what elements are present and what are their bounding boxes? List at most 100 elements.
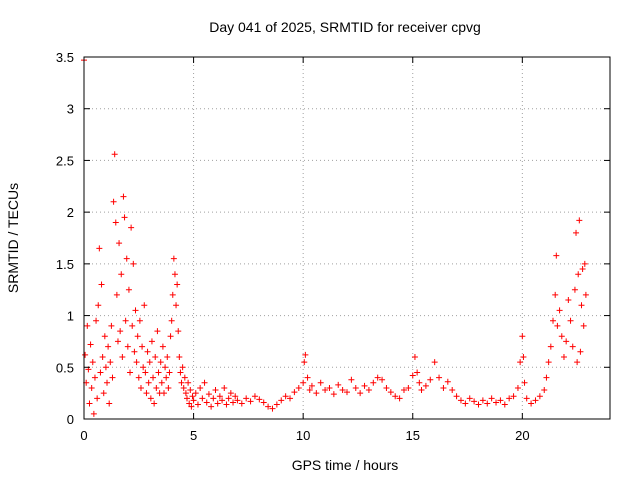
- data-point: [475, 401, 482, 408]
- data-point: [506, 395, 513, 402]
- data-point: [137, 384, 144, 391]
- data-point: [188, 403, 195, 410]
- data-point: [396, 395, 403, 402]
- data-point: [194, 401, 201, 408]
- data-point: [184, 395, 191, 402]
- data-point: [453, 393, 460, 400]
- data-point: [145, 379, 152, 386]
- x-tick-label: 15: [406, 428, 420, 443]
- data-point: [282, 393, 289, 400]
- data-point: [88, 384, 95, 391]
- data-point: [205, 391, 212, 398]
- data-point: [108, 322, 115, 329]
- data-point: [479, 397, 486, 404]
- data-point: [306, 387, 313, 394]
- data-point: [144, 348, 151, 355]
- y-tick-label: 3: [67, 102, 74, 117]
- data-point: [304, 374, 311, 381]
- data-point: [361, 382, 368, 389]
- y-tick-label: 0: [67, 412, 74, 427]
- data-point: [180, 384, 187, 391]
- data-point: [151, 400, 158, 407]
- data-point: [98, 281, 105, 288]
- data-point: [107, 359, 114, 366]
- data-point: [133, 359, 140, 366]
- data-point: [118, 271, 125, 278]
- data-point: [150, 374, 157, 381]
- data-point: [146, 359, 153, 366]
- data-point: [335, 381, 342, 388]
- data-point: [225, 395, 232, 402]
- data-point: [532, 397, 539, 404]
- data-point: [457, 397, 464, 404]
- data-point: [130, 260, 137, 267]
- data-point: [265, 403, 272, 410]
- data-point: [123, 255, 130, 262]
- data-point: [173, 302, 180, 309]
- data-point: [136, 317, 143, 324]
- data-point: [251, 393, 258, 400]
- data-point: [569, 343, 576, 350]
- data-point: [558, 333, 565, 340]
- data-point: [102, 364, 109, 371]
- data-point: [278, 397, 285, 404]
- data-point: [352, 384, 359, 391]
- data-point: [157, 359, 164, 366]
- data-point: [131, 348, 138, 355]
- data-point: [431, 359, 438, 366]
- data-point: [462, 400, 469, 407]
- data-point: [203, 399, 210, 406]
- data-point: [580, 322, 587, 329]
- data-point: [134, 333, 141, 340]
- data-point: [357, 390, 364, 397]
- data-point: [186, 400, 193, 407]
- data-point: [129, 322, 136, 329]
- data-point: [105, 343, 112, 350]
- data-point: [181, 374, 188, 381]
- axis-ticks: [83, 56, 610, 420]
- data-point: [581, 260, 588, 267]
- data-point: [109, 374, 116, 381]
- data-point: [387, 389, 394, 396]
- data-point: [141, 302, 148, 309]
- data-point: [528, 400, 535, 407]
- data-point: [547, 343, 554, 350]
- data-point: [192, 390, 199, 397]
- data-point: [578, 302, 585, 309]
- data-point: [142, 369, 149, 376]
- data-point: [400, 387, 407, 394]
- data-point: [95, 302, 102, 309]
- tick-labels: 0 5 10 15 20 0 0.5 1 1.5 2 2.5 3 3.5: [56, 50, 530, 443]
- data-point: [208, 403, 215, 410]
- data-point: [521, 379, 528, 386]
- data-point: [374, 374, 381, 381]
- data-point: [243, 395, 250, 402]
- data-point: [576, 217, 583, 224]
- data-point: [221, 384, 228, 391]
- data-point: [97, 369, 104, 376]
- data-point: [414, 369, 421, 376]
- data-point: [256, 396, 263, 403]
- data-point: [87, 341, 94, 348]
- data-point: [163, 374, 170, 381]
- data-point: [497, 397, 504, 404]
- data-point: [308, 382, 315, 389]
- data-point: [114, 338, 121, 345]
- data-point: [575, 271, 582, 278]
- chart-title: Day 041 of 2025, SRMTID for receiver cpv…: [209, 19, 481, 35]
- data-point: [379, 376, 386, 383]
- data-point: [427, 376, 434, 383]
- data-point: [579, 266, 586, 273]
- data-point: [514, 384, 521, 391]
- data-point: [556, 307, 563, 314]
- data-point: [436, 374, 443, 381]
- data-point: [370, 379, 377, 386]
- y-tick-label: 3.5: [56, 50, 74, 65]
- data-point: [223, 401, 230, 408]
- data-point: [153, 384, 160, 391]
- data-point: [444, 378, 451, 385]
- data-point: [169, 291, 176, 298]
- data-point: [112, 219, 119, 226]
- data-point: [199, 395, 206, 402]
- data-point: [174, 281, 181, 288]
